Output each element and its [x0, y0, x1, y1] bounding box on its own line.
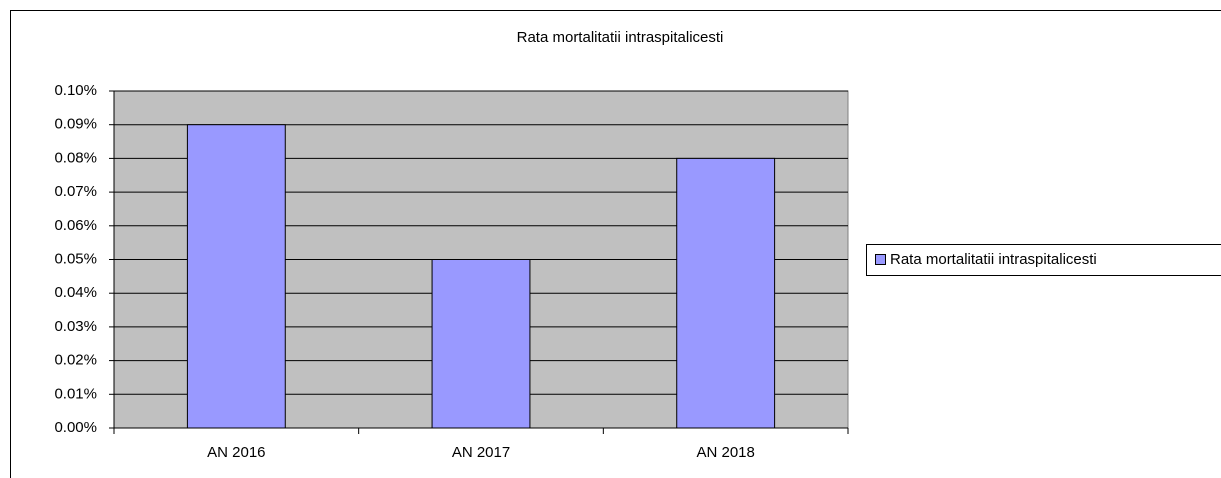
legend-swatch [875, 254, 886, 265]
bar [431, 259, 531, 429]
x-tick-label: AN 2017 [452, 444, 510, 461]
y-tick-label: 0.08% [54, 149, 97, 166]
y-tick-label: 0.01% [54, 385, 97, 402]
bar [676, 157, 776, 429]
y-tick-label: 0.10% [54, 82, 97, 99]
legend-label: Rata mortalitatii intraspitalicesti [890, 251, 1097, 268]
bar [186, 124, 286, 429]
x-tick-label: AN 2018 [696, 444, 754, 461]
chart-title: Rata mortalitatii intraspitalicesti [517, 29, 724, 46]
y-tick-label: 0.07% [54, 183, 97, 200]
y-tick-label: 0.02% [54, 352, 97, 369]
y-tick-label: 0.03% [54, 318, 97, 335]
x-tick-label: AN 2016 [207, 444, 265, 461]
y-tick-label: 0.05% [54, 250, 97, 267]
legend-box [866, 244, 1221, 276]
y-tick-label: 0.06% [54, 217, 97, 234]
y-tick-label: 0.09% [54, 116, 97, 133]
y-tick-label: 0.00% [54, 419, 97, 436]
y-tick-label: 0.04% [54, 284, 97, 301]
